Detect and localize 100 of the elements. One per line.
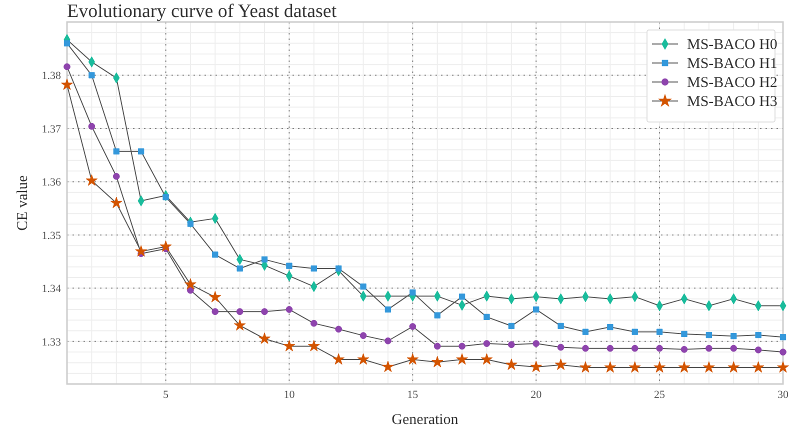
point xyxy=(607,324,614,330)
point xyxy=(410,289,416,296)
point xyxy=(212,252,218,258)
point xyxy=(212,308,219,316)
point xyxy=(234,319,246,331)
point xyxy=(505,358,518,370)
point xyxy=(508,341,515,348)
point xyxy=(508,322,514,330)
point xyxy=(604,361,616,373)
x-tick-label: 15 xyxy=(407,389,419,401)
point xyxy=(780,334,786,340)
point xyxy=(308,340,320,352)
point xyxy=(678,361,690,373)
point xyxy=(283,340,296,352)
x-tick-label: 30 xyxy=(778,389,789,401)
point xyxy=(706,332,712,338)
point xyxy=(406,353,419,365)
point xyxy=(777,361,789,373)
point xyxy=(681,330,688,338)
point xyxy=(628,361,641,373)
point xyxy=(88,72,95,78)
point xyxy=(483,340,490,347)
y-tick-label: 1.38 xyxy=(42,70,62,82)
point xyxy=(582,344,589,352)
y-tick-label: 1.36 xyxy=(42,176,62,189)
point xyxy=(382,360,394,372)
point xyxy=(631,344,638,352)
point xyxy=(310,320,318,327)
point xyxy=(530,360,542,372)
point xyxy=(654,361,666,373)
point xyxy=(112,172,120,180)
point xyxy=(754,346,762,354)
point xyxy=(752,361,764,373)
point xyxy=(533,306,540,313)
point xyxy=(458,294,466,300)
point xyxy=(434,312,440,318)
point xyxy=(86,174,98,186)
x-tick-label: 20 xyxy=(530,389,542,401)
point xyxy=(184,278,196,290)
point xyxy=(64,40,70,46)
point xyxy=(458,342,466,350)
point xyxy=(484,314,490,320)
y-tick-label: 1.33 xyxy=(42,336,62,348)
point xyxy=(384,306,392,313)
point xyxy=(780,348,786,356)
point xyxy=(64,63,70,70)
legend-label: MS-BACO H0 xyxy=(687,37,778,53)
point xyxy=(434,342,441,350)
legend-label: MS-BACO H3 xyxy=(687,94,778,110)
point xyxy=(360,284,366,290)
x-axis-title: Generation xyxy=(392,412,459,428)
y-tick-label: 1.35 xyxy=(42,230,62,242)
point xyxy=(138,148,144,154)
x-tick-label: 10 xyxy=(284,389,296,401)
point xyxy=(431,356,444,368)
point xyxy=(261,256,268,263)
point xyxy=(236,265,243,272)
point xyxy=(61,78,73,90)
point xyxy=(580,361,592,373)
point xyxy=(357,353,370,365)
x-tick-label: 25 xyxy=(654,389,666,401)
point xyxy=(187,220,194,227)
point xyxy=(705,344,712,352)
point xyxy=(532,340,540,347)
point xyxy=(558,322,564,330)
y-tick-label: 1.37 xyxy=(42,123,62,136)
point xyxy=(656,328,663,335)
point xyxy=(258,332,270,344)
point xyxy=(755,332,762,338)
point xyxy=(557,344,564,351)
point xyxy=(384,337,392,344)
point xyxy=(310,265,317,272)
point xyxy=(209,291,222,302)
point xyxy=(286,262,292,269)
point xyxy=(360,332,367,339)
point xyxy=(336,265,342,272)
point xyxy=(728,361,740,373)
point xyxy=(582,328,589,335)
point xyxy=(606,344,614,352)
point xyxy=(680,346,688,353)
point xyxy=(135,245,147,257)
point xyxy=(261,308,268,316)
point xyxy=(703,361,715,373)
point xyxy=(110,196,122,208)
point xyxy=(480,353,493,365)
point xyxy=(236,308,244,316)
point xyxy=(730,333,737,340)
y-axis-title: CE value xyxy=(15,174,31,231)
legend-label: MS-BACO H1 xyxy=(687,56,778,72)
point xyxy=(409,323,416,330)
x-tick-label: 5 xyxy=(163,389,170,401)
legend-label: MS-BACO H2 xyxy=(687,75,778,91)
point xyxy=(286,306,293,313)
point xyxy=(113,148,120,154)
point xyxy=(88,122,96,130)
y-tick-label: 1.34 xyxy=(42,283,62,296)
point xyxy=(332,353,345,365)
point xyxy=(554,358,567,370)
chart-title: Evolutionary curve of Yeast dataset xyxy=(67,1,338,22)
point xyxy=(335,326,342,333)
